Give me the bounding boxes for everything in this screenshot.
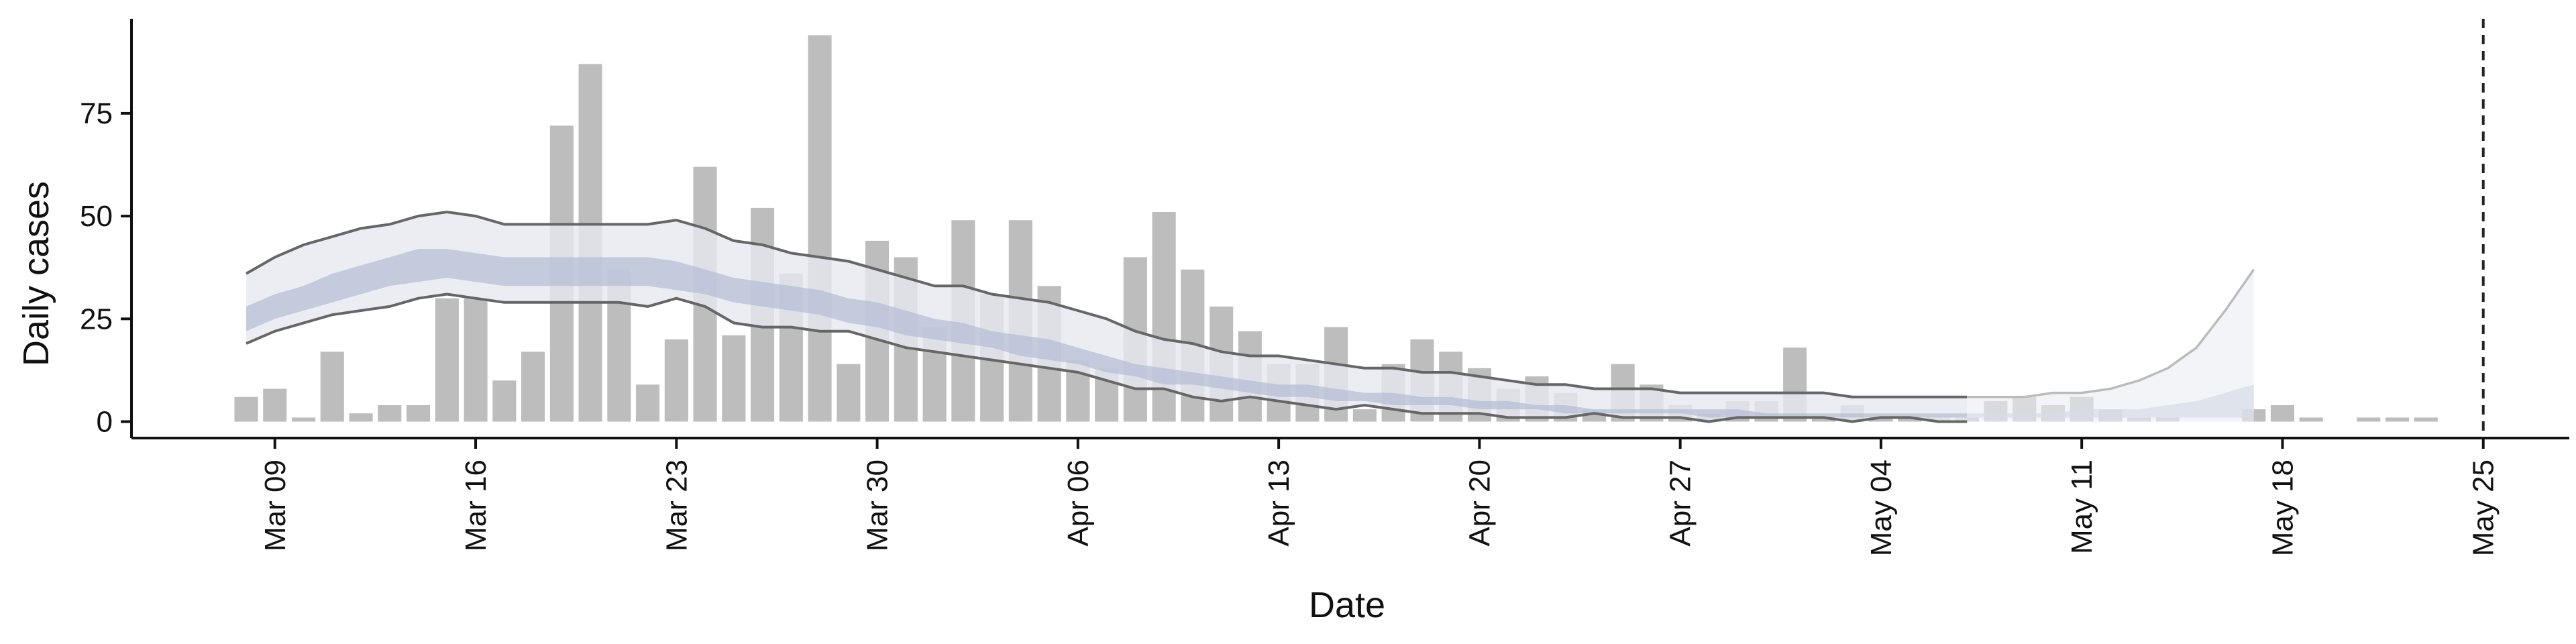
forecast-inner-band bbox=[1967, 384, 2254, 418]
ticks-layer: 0 25 50 75 Mar 09 Mar 16 Mar 23 Mar 30 Apr 06 Apr… bbox=[80, 97, 2500, 556]
bar bbox=[492, 380, 517, 422]
bar bbox=[808, 35, 832, 422]
bar bbox=[263, 388, 287, 422]
forecast-upper-line bbox=[1967, 268, 2255, 398]
y-tick-label: 50 bbox=[80, 200, 113, 233]
y-tick-label: 25 bbox=[80, 303, 113, 335]
x-tick-label: Mar 30 bbox=[861, 460, 894, 551]
bar bbox=[378, 405, 402, 422]
bar bbox=[2414, 417, 2438, 422]
upper-bound-line bbox=[246, 210, 1968, 398]
bar bbox=[664, 339, 688, 422]
bar bbox=[837, 364, 861, 422]
bar bbox=[435, 298, 459, 422]
x-tick-label: Mar 16 bbox=[460, 460, 492, 551]
x-tick-label: Mar 09 bbox=[259, 460, 292, 551]
bar bbox=[1811, 417, 1835, 422]
bar bbox=[521, 352, 545, 422]
y-axis-title: Daily cases bbox=[16, 181, 56, 366]
inner-interval-band bbox=[246, 249, 1968, 418]
bar bbox=[349, 413, 373, 422]
x-tick-label: Apr 13 bbox=[1263, 460, 1295, 547]
bar bbox=[407, 405, 431, 422]
bar bbox=[2357, 417, 2381, 422]
bar bbox=[2385, 417, 2410, 422]
bar bbox=[1898, 417, 1922, 422]
lower-bound-line bbox=[246, 292, 1968, 423]
bar bbox=[1352, 409, 1377, 422]
x-axis-title: Date bbox=[1309, 585, 1385, 625]
estimate-bands-layer bbox=[246, 212, 2254, 422]
bar bbox=[722, 335, 746, 422]
estimate-lines-layer bbox=[246, 210, 2255, 423]
x-tick-label: Apr 27 bbox=[1664, 460, 1697, 547]
x-tick-label: May 11 bbox=[2065, 460, 2098, 554]
bar bbox=[464, 298, 488, 422]
x-tick-label: Apr 20 bbox=[1463, 460, 1496, 547]
bar bbox=[636, 384, 660, 422]
bar bbox=[1869, 417, 1893, 422]
x-tick-label: May 25 bbox=[2467, 460, 2500, 556]
bar bbox=[292, 417, 316, 422]
x-tick-label: Mar 23 bbox=[660, 460, 693, 551]
y-tick-label: 75 bbox=[80, 97, 113, 130]
x-tick-label: May 04 bbox=[1865, 460, 1898, 556]
x-tick-label: Apr 06 bbox=[1062, 460, 1095, 547]
y-tick-label: 0 bbox=[97, 405, 113, 438]
bar bbox=[2270, 405, 2294, 422]
axes-layer bbox=[130, 19, 2569, 439]
bar bbox=[234, 396, 258, 422]
bar bbox=[320, 352, 344, 422]
forecast-outer-band bbox=[1967, 269, 2254, 422]
bar bbox=[2299, 417, 2323, 422]
x-tick-label: May 18 bbox=[2267, 460, 2300, 556]
